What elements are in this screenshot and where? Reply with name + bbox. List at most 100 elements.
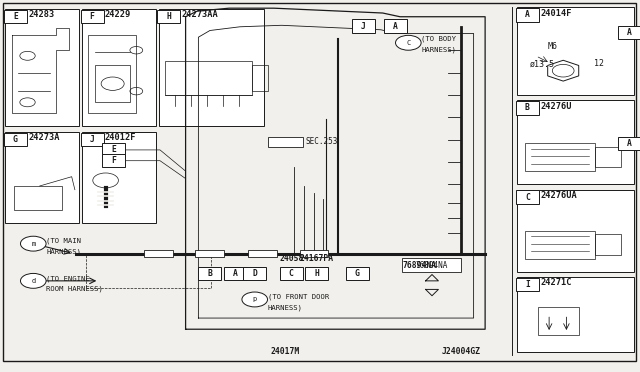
Text: A: A: [627, 28, 632, 37]
Bar: [280, 267, 303, 280]
Text: F: F: [111, 156, 116, 165]
Bar: [517, 100, 634, 184]
Bar: [618, 137, 640, 150]
Bar: [88, 35, 136, 113]
Text: A: A: [393, 22, 398, 31]
Bar: [224, 267, 247, 280]
Bar: [243, 267, 266, 280]
Bar: [595, 147, 621, 167]
Text: H: H: [314, 269, 319, 278]
Bar: [5, 132, 79, 223]
Text: I: I: [525, 280, 530, 289]
Bar: [516, 278, 539, 291]
Bar: [86, 253, 211, 288]
Text: B: B: [525, 103, 530, 112]
Bar: [252, 65, 268, 91]
Bar: [248, 250, 277, 257]
Text: ø13.5: ø13.5: [530, 60, 555, 68]
Bar: [144, 250, 173, 257]
Text: 24167PA: 24167PA: [300, 254, 334, 263]
Bar: [165, 61, 252, 95]
Text: J: J: [90, 135, 95, 144]
Text: HARNESS): HARNESS): [46, 248, 81, 255]
Bar: [384, 19, 407, 33]
Text: D: D: [252, 269, 257, 278]
Bar: [4, 10, 27, 23]
Bar: [402, 258, 461, 272]
Bar: [102, 154, 125, 167]
Bar: [14, 186, 62, 210]
Bar: [517, 277, 634, 352]
Bar: [82, 132, 156, 223]
Bar: [305, 267, 328, 280]
Text: HARNESS): HARNESS): [268, 304, 303, 311]
Text: 24283: 24283: [28, 10, 54, 19]
Text: (TO ENGINE: (TO ENGINE: [46, 275, 90, 282]
Text: J: J: [361, 22, 366, 31]
Text: 24229: 24229: [105, 10, 131, 19]
Text: SEC.253: SEC.253: [306, 137, 339, 146]
Text: 24012F: 24012F: [105, 133, 136, 142]
Bar: [538, 307, 579, 335]
Text: ROOM HARNESS): ROOM HARNESS): [46, 285, 103, 292]
Bar: [268, 137, 303, 147]
Bar: [618, 26, 640, 39]
Text: 76894NA: 76894NA: [415, 261, 447, 270]
Bar: [102, 143, 125, 157]
Bar: [525, 231, 595, 259]
Text: d: d: [31, 278, 35, 284]
Bar: [516, 8, 539, 22]
Text: C: C: [289, 269, 294, 278]
Text: H: H: [166, 12, 172, 21]
Bar: [517, 190, 634, 272]
Text: C: C: [406, 40, 410, 46]
Bar: [517, 7, 634, 95]
Bar: [95, 65, 130, 102]
Text: p: p: [253, 296, 257, 302]
Circle shape: [242, 292, 268, 307]
Text: G: G: [355, 269, 360, 278]
Bar: [81, 10, 104, 23]
Circle shape: [20, 273, 46, 288]
Text: A: A: [627, 139, 632, 148]
Bar: [516, 190, 539, 204]
Text: E: E: [13, 12, 18, 21]
Text: 12: 12: [594, 60, 604, 68]
Text: 24014F: 24014F: [540, 9, 572, 17]
Text: B: B: [207, 269, 212, 278]
Text: 24058: 24058: [279, 254, 303, 263]
Bar: [352, 19, 375, 33]
Text: 76894NA: 76894NA: [402, 262, 436, 270]
Bar: [516, 101, 539, 115]
Bar: [300, 250, 328, 257]
Text: 24273AA: 24273AA: [182, 10, 218, 19]
Text: C: C: [525, 193, 530, 202]
Bar: [82, 9, 156, 126]
Text: A: A: [233, 269, 238, 278]
Text: 24276UA: 24276UA: [540, 191, 577, 200]
Bar: [159, 9, 264, 126]
Text: E: E: [111, 145, 116, 154]
Bar: [157, 10, 180, 23]
Text: m: m: [31, 241, 35, 247]
Bar: [198, 267, 221, 280]
Text: 24271C: 24271C: [540, 278, 572, 287]
Bar: [595, 234, 621, 255]
Text: J24004GZ: J24004GZ: [442, 347, 480, 356]
Bar: [4, 133, 27, 146]
Text: A: A: [525, 10, 530, 19]
Circle shape: [396, 35, 421, 50]
Circle shape: [20, 236, 46, 251]
Text: 24276U: 24276U: [540, 102, 572, 110]
Text: (TO FRONT DOOR: (TO FRONT DOOR: [268, 294, 329, 300]
Text: F: F: [90, 12, 95, 21]
Text: (TO MAIN: (TO MAIN: [46, 238, 81, 244]
Text: (TO BODY: (TO BODY: [421, 36, 456, 42]
Text: 24017M: 24017M: [270, 347, 300, 356]
Text: 24273A: 24273A: [28, 133, 60, 142]
Bar: [5, 9, 79, 126]
Bar: [346, 267, 369, 280]
Bar: [195, 250, 224, 257]
Bar: [81, 133, 104, 146]
Text: HARNESS): HARNESS): [421, 46, 456, 53]
